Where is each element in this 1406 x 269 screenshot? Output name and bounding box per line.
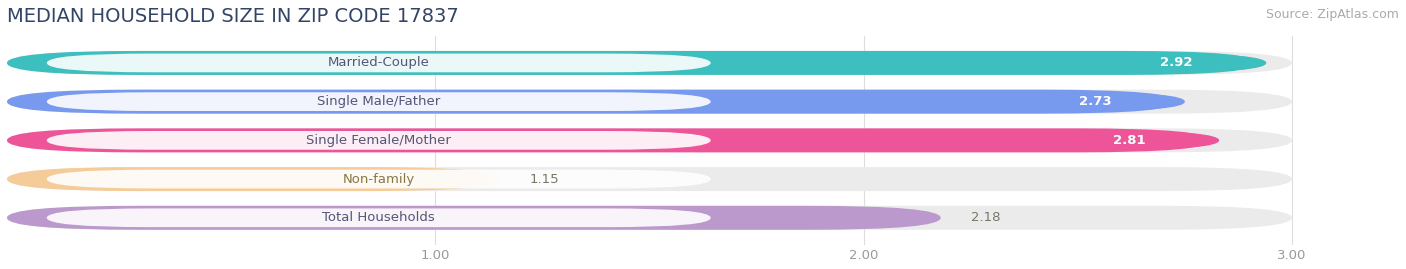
FancyBboxPatch shape — [46, 54, 710, 72]
FancyBboxPatch shape — [7, 128, 1292, 152]
Text: Non-family: Non-family — [343, 173, 415, 186]
FancyBboxPatch shape — [7, 51, 1258, 75]
Text: 2.81: 2.81 — [1114, 134, 1146, 147]
FancyBboxPatch shape — [7, 167, 1292, 191]
FancyBboxPatch shape — [1005, 92, 1185, 111]
Text: Total Households: Total Households — [322, 211, 434, 224]
Text: Single Female/Mother: Single Female/Mother — [307, 134, 451, 147]
Text: Single Male/Father: Single Male/Father — [318, 95, 440, 108]
Text: Married-Couple: Married-Couple — [328, 56, 430, 69]
Text: 2.92: 2.92 — [1160, 56, 1192, 69]
FancyBboxPatch shape — [46, 170, 710, 189]
FancyBboxPatch shape — [1039, 131, 1219, 150]
FancyBboxPatch shape — [7, 90, 1177, 114]
Text: 2.18: 2.18 — [970, 211, 1000, 224]
FancyBboxPatch shape — [7, 128, 1211, 152]
FancyBboxPatch shape — [7, 51, 1292, 75]
Text: 2.73: 2.73 — [1078, 95, 1111, 108]
FancyBboxPatch shape — [7, 167, 499, 191]
FancyBboxPatch shape — [7, 206, 1292, 230]
Text: Source: ZipAtlas.com: Source: ZipAtlas.com — [1265, 8, 1399, 21]
FancyBboxPatch shape — [7, 90, 1292, 114]
Text: 1.15: 1.15 — [530, 173, 560, 186]
FancyBboxPatch shape — [46, 208, 710, 227]
FancyBboxPatch shape — [7, 206, 941, 230]
FancyBboxPatch shape — [46, 131, 710, 150]
FancyBboxPatch shape — [1087, 54, 1267, 72]
FancyBboxPatch shape — [46, 92, 710, 111]
Text: MEDIAN HOUSEHOLD SIZE IN ZIP CODE 17837: MEDIAN HOUSEHOLD SIZE IN ZIP CODE 17837 — [7, 7, 458, 26]
